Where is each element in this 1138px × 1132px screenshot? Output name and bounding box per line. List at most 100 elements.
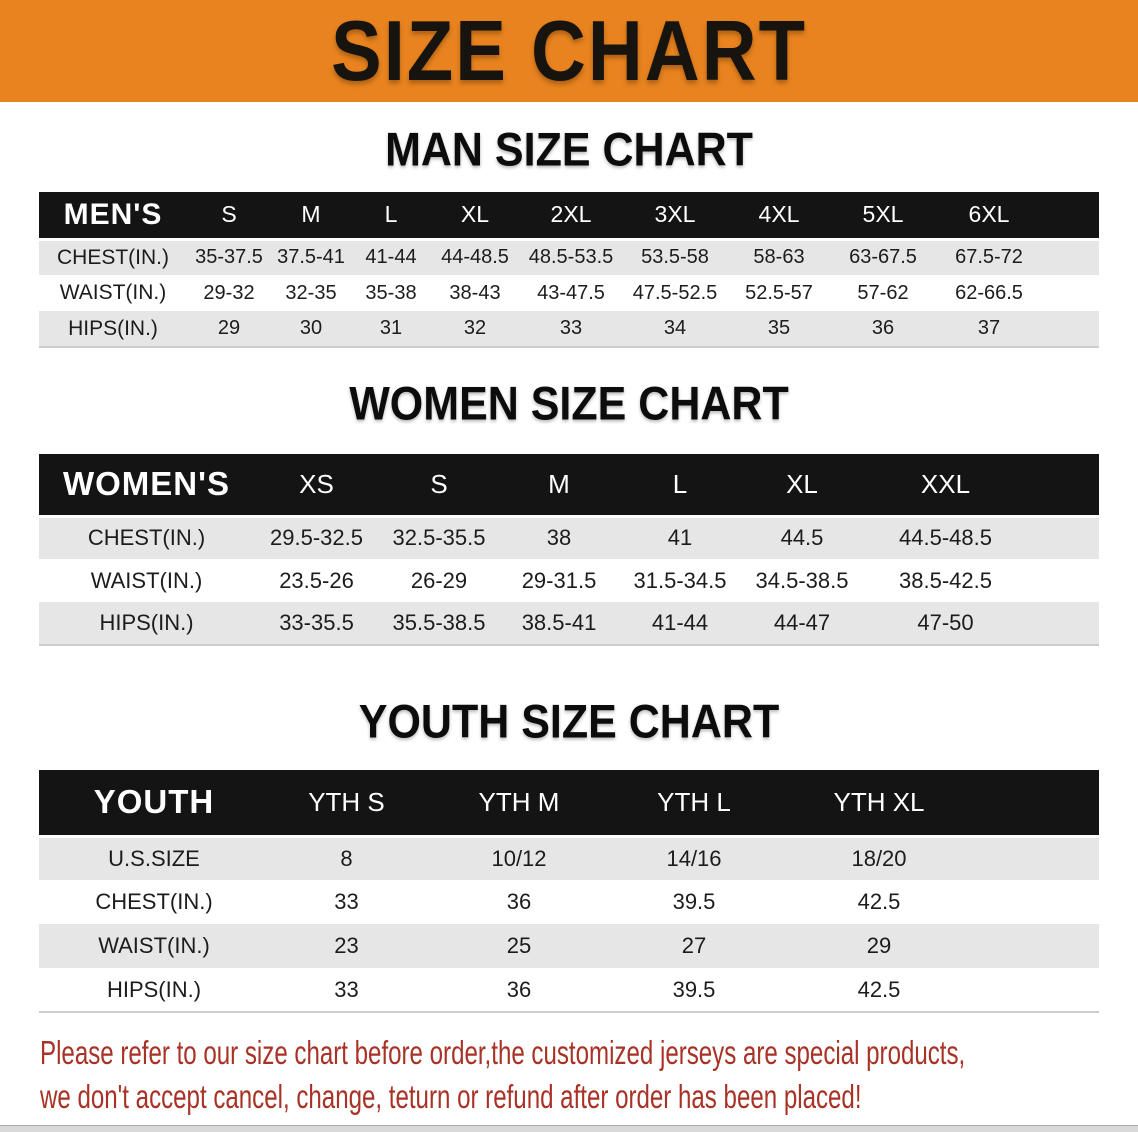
table-row: WAIST(IN.) 29-32 32-35 35-38 38-43 43-47…	[39, 275, 1099, 311]
youth-header-row: YOUTH YTH S YTH M YTH L YTH XL	[39, 770, 1099, 836]
men-size-table: MEN'S S M L XL 2XL 3XL 4XL 5XL 6XL CHEST…	[39, 192, 1099, 348]
table-cell: 38.5-42.5	[899, 567, 992, 593]
filler-cell	[1028, 559, 1099, 602]
table-cell: 53.5-58	[641, 246, 709, 269]
table-cell: 29	[866, 933, 892, 958]
table-cell: 39.5	[672, 889, 716, 914]
youth-chart-title: YOUTH SIZE CHART	[358, 695, 780, 749]
table-cell: 35-38	[365, 281, 417, 304]
women-chart-title: WOMEN SIZE CHART	[349, 377, 789, 431]
table-cell: 27	[681, 933, 707, 958]
youth-size-section: YOUTH SIZE CHART YOUTH YTH S YTH M YTH L…	[0, 696, 1138, 1013]
table-cell: 33-35.5	[279, 610, 354, 635]
row-label: CHEST(IN.)	[95, 889, 213, 914]
women-size-table: WOMEN'S XS S M L XL XXL CHEST(IN.) 29.5-…	[39, 454, 1099, 646]
table-cell: 44-47	[773, 610, 831, 635]
youth-size-table: YOUTH YTH S YTH M YTH L YTH XL U.S.SIZE …	[39, 770, 1099, 1013]
table-cell: 34.5-38.5	[755, 567, 849, 593]
table-cell: 42.5	[857, 976, 901, 1002]
table-cell: 32-35	[285, 281, 337, 304]
size-header-cell: XXL	[920, 468, 971, 499]
table-cell: 31.5-34.5	[633, 567, 727, 593]
table-cell: 41-44	[365, 246, 417, 269]
row-label: HIPS(IN.)	[106, 976, 202, 1002]
filler-cell	[984, 924, 1099, 968]
table-cell: 48.5-53.5	[528, 246, 614, 269]
table-cell: 29-31.5	[521, 567, 597, 593]
table-cell: 23.5-26	[279, 567, 354, 593]
filler-cell	[984, 836, 1099, 880]
row-label: WAIST(IN.)	[98, 933, 210, 958]
women-size-section: WOMEN SIZE CHART WOMEN'S XS S M L XL XXL…	[0, 378, 1138, 646]
size-header-cell: YTH XL	[833, 786, 925, 817]
size-header-cell: XS	[299, 468, 334, 499]
size-header-cell: YTH S	[308, 786, 385, 817]
filler-cell	[984, 770, 1099, 836]
women-table-label: WOMEN'S	[62, 465, 230, 503]
table-cell: 42.5	[857, 889, 901, 914]
table-cell: 23	[334, 933, 359, 958]
table-cell: 43-47.5	[537, 281, 605, 304]
table-cell: 18/20	[851, 845, 907, 871]
table-row: U.S.SIZE 8 10/12 14/16 18/20	[39, 836, 1099, 880]
table-cell: 67.5-72	[955, 246, 1023, 269]
table-cell: 36	[506, 976, 532, 1002]
table-cell: 35.5-38.5	[392, 610, 486, 635]
table-row: WAIST(IN.) 23.5-26 26-29 29-31.5 31.5-34…	[39, 559, 1099, 602]
bottom-edge-strip	[0, 1125, 1138, 1132]
filler-cell	[984, 880, 1099, 924]
table-cell: 31	[379, 317, 403, 339]
table-cell: 26-29	[410, 567, 468, 593]
table-cell: 41	[667, 525, 693, 551]
table-cell: 38-43	[449, 281, 501, 304]
table-row: WAIST(IN.) 23 25 27 29	[39, 924, 1099, 968]
table-row: HIPS(IN.) 33 36 39.5 42.5	[39, 968, 1099, 1012]
table-row: HIPS(IN.) 29 30 31 32 33 34 35 36 37	[39, 311, 1099, 347]
table-cell: 44.5	[780, 525, 824, 551]
row-label: U.S.SIZE	[108, 845, 200, 871]
page-title: SIZE CHART	[331, 3, 807, 99]
table-cell: 30	[299, 317, 323, 339]
table-cell: 29-32	[203, 281, 255, 304]
men-size-section: MAN SIZE CHART MEN'S S M L XL 2XL 3XL 4X…	[0, 124, 1138, 348]
filler-cell	[1043, 311, 1099, 347]
filler-cell	[1043, 239, 1099, 275]
table-cell: 57-62	[857, 281, 909, 304]
row-label: CHEST(IN.)	[57, 245, 169, 269]
table-cell: 41-44	[651, 610, 709, 635]
table-cell: 29.5-32.5	[270, 525, 363, 551]
table-cell: 35	[767, 317, 791, 339]
filler-cell	[984, 968, 1099, 1012]
youth-table-label: YOUTH	[93, 783, 215, 821]
size-header-cell: 3XL	[654, 201, 696, 228]
filler-cell	[1043, 192, 1099, 239]
table-cell: 38	[546, 525, 572, 551]
filler-cell	[1043, 275, 1099, 311]
row-label: CHEST(IN.)	[87, 525, 206, 551]
table-cell: 37	[977, 317, 1001, 339]
table-cell: 58-63	[753, 246, 805, 269]
table-cell: 32.5-35.5	[392, 525, 486, 551]
size-header-cell: YTH L	[657, 786, 731, 817]
size-header-cell: S	[430, 468, 448, 499]
table-cell: 14/16	[666, 845, 722, 871]
women-header-row: WOMEN'S XS S M L XL XXL	[39, 454, 1099, 516]
size-header-cell: 6XL	[968, 201, 1010, 228]
table-row: HIPS(IN.) 33-35.5 35.5-38.5 38.5-41 41-4…	[39, 602, 1099, 645]
table-cell: 34	[663, 317, 687, 339]
disclaimer: Please refer to our size chart before or…	[0, 1031, 1138, 1119]
table-cell: 44-48.5	[441, 246, 509, 269]
disclaimer-line-2: we don't accept cancel, change, teturn o…	[40, 1078, 862, 1115]
men-table-label: MEN'S	[63, 197, 163, 231]
row-label: WAIST(IN.)	[59, 281, 167, 304]
size-header-cell: L	[672, 468, 688, 499]
table-row: CHEST(IN.) 29.5-32.5 32.5-35.5 38 41 44.…	[39, 516, 1099, 559]
size-header-cell: S	[221, 201, 237, 228]
size-header-cell: M	[301, 201, 321, 228]
table-cell: 38.5-41	[521, 610, 597, 635]
table-cell: 39.5	[672, 976, 716, 1002]
table-cell: 36	[506, 889, 532, 914]
table-cell: 36	[871, 317, 895, 339]
size-header-cell: YTH M	[478, 786, 560, 817]
banner: SIZE CHART	[0, 0, 1138, 102]
